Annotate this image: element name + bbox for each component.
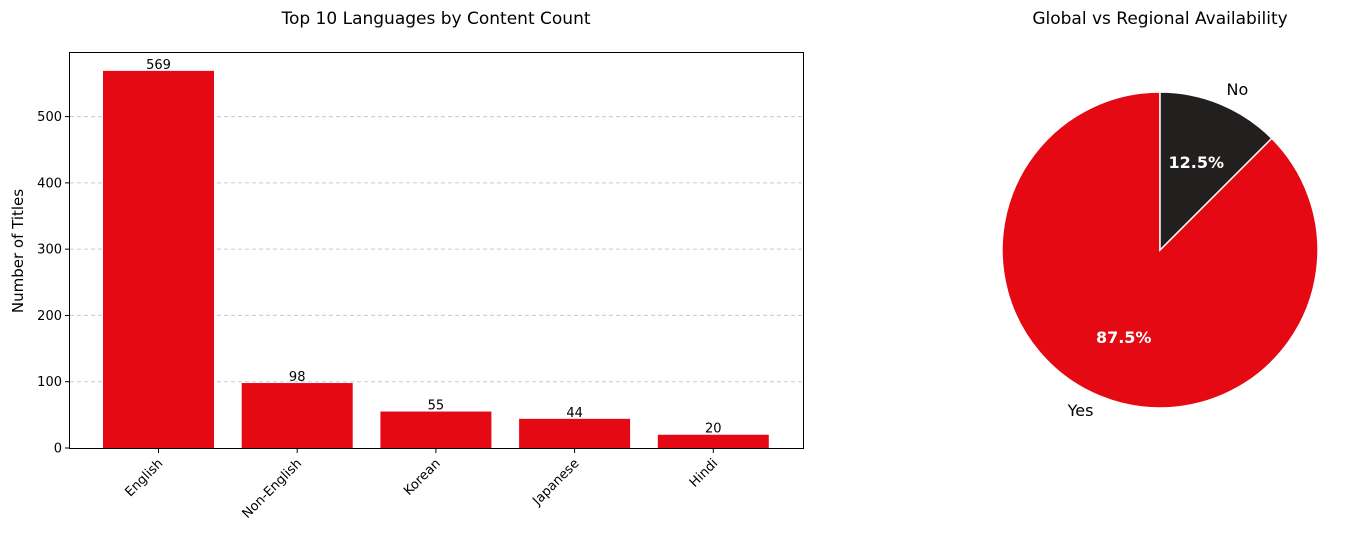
pie-chart-title: Global vs Regional Availability <box>1032 9 1287 29</box>
bars <box>103 70 769 448</box>
pie-slices <box>1001 91 1319 409</box>
pie-category-label: No <box>1227 80 1249 99</box>
x-ticks: English Non-English Korean Japanese Hindi <box>123 448 721 522</box>
y-tick-label: 0 <box>54 442 62 457</box>
x-tick-label: Korean <box>401 456 443 498</box>
y-tick-label: 300 <box>37 243 62 258</box>
y-tick-label: 200 <box>37 309 62 324</box>
bar <box>657 434 769 448</box>
bar-value-labels: 569 98 55 44 20 <box>146 58 721 437</box>
x-tick-label: Japanese <box>529 456 582 509</box>
bar-value-label: 55 <box>428 399 445 414</box>
pie-category-label: Yes <box>1067 401 1094 420</box>
bar-value-label: 44 <box>566 406 583 421</box>
pie-chart: Global vs Regional Availability 87.5% Yes… <box>1001 9 1319 420</box>
bar-value-label: 20 <box>705 422 722 437</box>
pie-labels: 87.5% Yes 12.5% No <box>1067 80 1249 420</box>
bar <box>241 383 353 448</box>
pie-slice <box>1001 91 1319 409</box>
y-tick-label: 100 <box>37 375 62 390</box>
pie-pct-label: 87.5% <box>1096 328 1152 347</box>
bar <box>519 418 631 448</box>
plot-frame <box>69 52 804 449</box>
x-tick-label: English <box>123 456 167 500</box>
bar <box>380 411 492 448</box>
y-axis-label: Number of Titles <box>9 189 27 313</box>
pie-pct-label: 12.5% <box>1169 153 1225 172</box>
x-tick-label: Non-English <box>240 456 305 521</box>
y-tick-label: 500 <box>37 110 62 125</box>
pie-slice <box>1159 91 1273 252</box>
x-tick-label: Hindi <box>687 456 721 490</box>
bar-chart: Top 10 Languages by Content Count Number… <box>9 9 804 522</box>
y-tick-label: 400 <box>37 176 62 191</box>
bar-value-label: 98 <box>289 370 306 385</box>
bar-value-label: 569 <box>146 58 171 73</box>
bar <box>103 70 214 448</box>
bar-chart-title: Top 10 Languages by Content Count <box>280 9 590 29</box>
y-ticks: 0 100 200 300 400 500 <box>37 110 70 457</box>
